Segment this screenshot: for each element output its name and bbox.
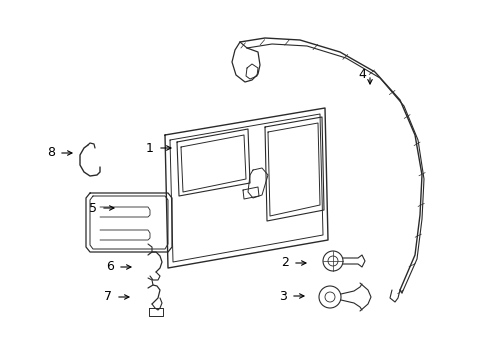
Text: 4: 4 — [357, 68, 365, 81]
Text: 3: 3 — [279, 289, 286, 302]
Text: 2: 2 — [281, 256, 288, 270]
Text: 8: 8 — [47, 147, 55, 159]
Text: 5: 5 — [89, 202, 97, 215]
Text: 6: 6 — [106, 261, 114, 274]
Text: 1: 1 — [146, 141, 154, 154]
Text: 7: 7 — [104, 291, 112, 303]
